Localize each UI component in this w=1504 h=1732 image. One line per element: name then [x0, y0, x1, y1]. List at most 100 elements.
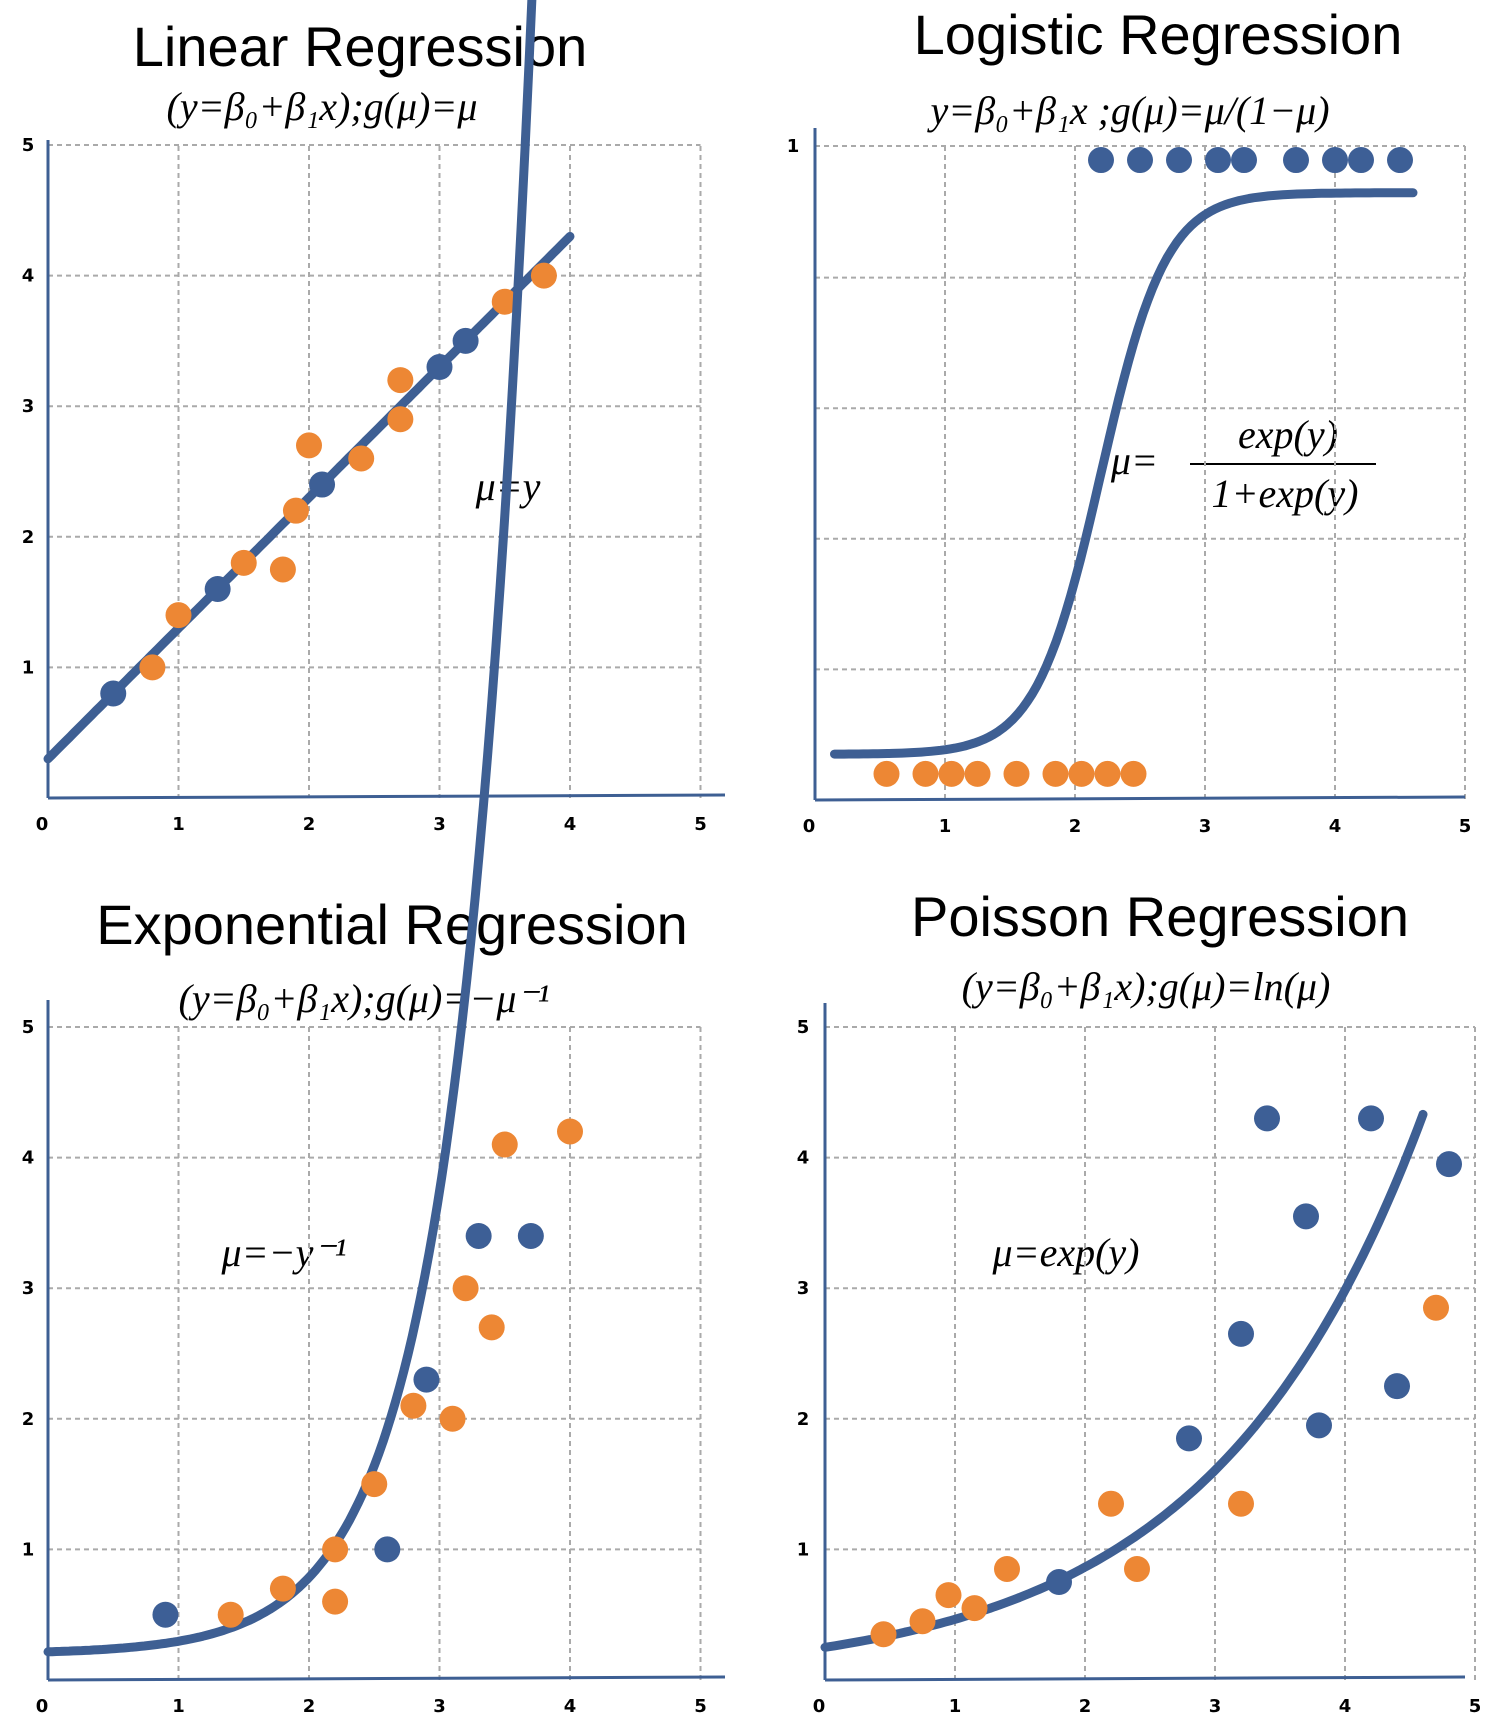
- plot-area: 0 1 2 3 4 5 1 2 3 4 5: [797, 1003, 1482, 1717]
- fit-curve: [830, 188, 1418, 759]
- blue-data-point: [100, 680, 127, 707]
- y-tick-label: 2: [797, 1409, 810, 1430]
- orange-data-point: [322, 1536, 349, 1563]
- orange-data-point: [296, 432, 322, 459]
- y-tick-label: 2: [22, 1409, 35, 1430]
- orange-data-point: [912, 760, 939, 787]
- orange-data-point: [1042, 760, 1069, 787]
- y-tick-label: 5: [22, 135, 35, 156]
- y-tick-label: 2: [22, 527, 35, 548]
- blue-data-point: [204, 576, 231, 603]
- x-tick-label: 1: [939, 816, 952, 837]
- x-tick-label: 4: [1339, 1696, 1352, 1717]
- model-annotation: μ=−y⁻¹: [221, 1230, 347, 1275]
- panel-linear-regression: Linear Regression (y=β₀+β₁x);g(μ)=μ μ=y …: [22, 15, 726, 835]
- orange-data-point: [165, 602, 192, 629]
- model-annotation: μ=exp(y): [992, 1230, 1140, 1275]
- orange-data-point: [964, 760, 991, 787]
- blue-data-point: [426, 354, 453, 381]
- blue-data-point: [1046, 1569, 1072, 1596]
- fit-curve: [820, 1109, 1428, 1652]
- blue-data-point: [1228, 1320, 1254, 1347]
- x-tick-label: 0: [36, 1696, 49, 1717]
- blue-data-point: [1088, 147, 1114, 174]
- y-tick-label: 1: [797, 1539, 810, 1560]
- orange-data-point: [269, 556, 296, 583]
- panel-exponential-regression: Exponential Regression (y=β₀+β₁x);g(μ)=−…: [22, 0, 726, 1717]
- orange-data-point: [1228, 1490, 1254, 1517]
- chart-subtitle: y=β₀+β₁x ;g(μ)=μ/(1−μ): [926, 88, 1329, 133]
- y-tick-label: 3: [22, 1278, 35, 1299]
- blue-data-point: [1283, 147, 1309, 174]
- y-tick-label: 4: [22, 266, 35, 287]
- orange-data-point: [935, 1582, 962, 1609]
- orange-data-point: [1423, 1294, 1449, 1321]
- orange-data-point: [348, 445, 375, 472]
- fit-curve: [43, 231, 575, 764]
- grid: [48, 144, 702, 798]
- grid: [815, 145, 1466, 800]
- plot-area: 0 1 2 3 4 5 1: [787, 128, 1471, 837]
- blue-data-point: [1348, 147, 1374, 174]
- grid: [825, 1026, 1476, 1680]
- orange-data-point: [1098, 1490, 1124, 1517]
- x-tick-label: 1: [949, 1696, 962, 1717]
- x-axis: [824, 1675, 1466, 1682]
- orange-data-point: [491, 288, 518, 315]
- x-tick-label: 5: [1469, 1696, 1482, 1717]
- blue-data-point: [1254, 1105, 1280, 1132]
- blue-data-point: [1293, 1203, 1319, 1230]
- x-tick-label: 2: [1079, 1696, 1092, 1717]
- blue-data-point: [1205, 147, 1231, 174]
- blue-data-point: [517, 1222, 544, 1249]
- orange-data-point: [217, 1601, 244, 1628]
- x-tick-label: 4: [1329, 816, 1342, 837]
- y-tick-label: 1: [22, 1539, 35, 1560]
- orange-data-point: [870, 1621, 897, 1648]
- blue-data-point: [1358, 1105, 1384, 1132]
- plot-area: 0 1 2 3 4 5 1 2 3 4 5: [22, 135, 726, 835]
- orange-data-point: [269, 1575, 296, 1602]
- x-tick-label: 3: [433, 1696, 446, 1717]
- y-tick-label: 4: [797, 1148, 810, 1169]
- blue-data-point: [1322, 147, 1348, 174]
- model-annotation: μ= exp(y) 1+exp(y): [1110, 412, 1376, 516]
- orange-data-point: [1068, 760, 1095, 787]
- x-axis: [814, 795, 1466, 802]
- orange-data-point: [400, 1392, 427, 1419]
- blue-data-point: [152, 1601, 179, 1628]
- blue-data-point: [1387, 147, 1413, 174]
- chart-subtitle: (y=β₀+β₁x);g(μ)=μ: [167, 84, 478, 129]
- orange-data-point: [1124, 1555, 1150, 1582]
- orange-data-point: [1120, 760, 1147, 787]
- orange-data-point: [909, 1608, 936, 1635]
- annotation-numerator: exp(y): [1238, 412, 1338, 457]
- orange-data-point: [530, 262, 557, 289]
- annotation-denominator: 1+exp(y): [1212, 471, 1359, 516]
- chart-title: Logistic Regression: [914, 3, 1403, 66]
- annotation-left: μ=: [1110, 438, 1158, 483]
- orange-data-point: [994, 1555, 1020, 1582]
- fit-curve: [43, 0, 537, 1657]
- orange-data-point: [439, 1405, 466, 1432]
- orange-data-point: [387, 367, 414, 394]
- orange-data-point: [282, 497, 309, 524]
- panel-poisson-regression: Poisson Regression (y=β₀+β₁x);g(μ)=ln(μ)…: [797, 885, 1482, 1717]
- orange-data-point: [1003, 760, 1030, 787]
- y-tick-label: 3: [22, 396, 35, 417]
- x-axis: [47, 793, 726, 800]
- x-tick-label: 0: [36, 814, 49, 835]
- x-tick-label: 2: [303, 814, 316, 835]
- orange-data-point: [961, 1595, 988, 1622]
- orange-data-point: [139, 654, 166, 681]
- x-tick-label: 5: [694, 1696, 707, 1717]
- orange-data-point: [491, 1131, 518, 1158]
- blue-data-point: [1166, 147, 1192, 174]
- orange-data-point: [322, 1588, 349, 1615]
- blue-data-point: [413, 1366, 440, 1393]
- orange-data-point: [230, 549, 257, 576]
- chart-title: Exponential Regression: [96, 893, 687, 956]
- blue-data-point: [309, 471, 336, 498]
- blue-data-point: [1231, 147, 1257, 174]
